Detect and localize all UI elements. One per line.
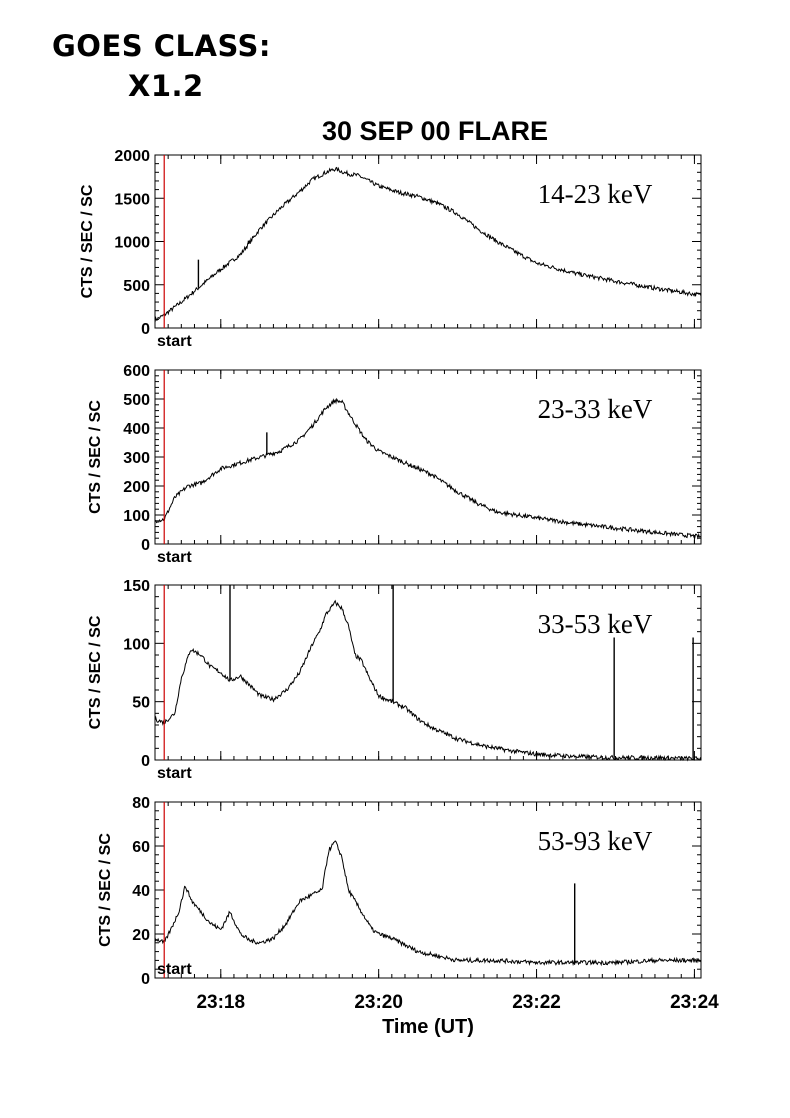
y-tick-label: 50 <box>132 695 150 712</box>
y-tick-label: 500 <box>123 392 150 409</box>
energy-band-label: 14-23 keV <box>538 179 653 209</box>
x-tick-label: 23:24 <box>670 992 719 1013</box>
x-tick-label: 23:20 <box>354 992 403 1013</box>
panel-1: 0 500 1000 1500 2000 CTS / SEC / SC 14-23 keV s… <box>79 148 702 350</box>
y-tick-label: 100 <box>123 508 150 525</box>
x-axis-label: Time (UT) <box>382 1016 474 1038</box>
y-axis-label: CTS / SEC / SC <box>79 184 96 298</box>
y-tick-label: 300 <box>123 450 150 467</box>
y-tick-label: 400 <box>123 421 150 438</box>
panel-3: 0 50 100 150 CTS / SEC / SC 33-53 keV start <box>87 578 702 782</box>
start-marker-label: start <box>157 765 192 782</box>
y-tick-label: 60 <box>132 839 150 856</box>
goes-class-label: GOES CLASS: <box>52 29 272 63</box>
y-tick-label: 0 <box>141 971 150 988</box>
y-tick-label: 0 <box>141 753 150 770</box>
series-line <box>154 397 702 540</box>
y-tick-label: 200 <box>123 479 150 496</box>
y-tick-label: 0 <box>141 537 150 554</box>
y-tick-label: 500 <box>123 278 150 295</box>
goes-class-value: X1.2 <box>128 69 204 103</box>
y-axis-label: CTS / SEC / SC <box>87 615 104 729</box>
y-tick-label: 40 <box>132 883 150 900</box>
x-tick-label: 23:18 <box>196 992 245 1013</box>
y-tick-label: 100 <box>123 636 150 653</box>
series-line <box>154 166 702 323</box>
x-tick-label: 23:22 <box>512 992 561 1013</box>
y-tick-label: 1000 <box>114 235 150 252</box>
y-tick-label: 600 <box>123 363 150 380</box>
energy-band-label: 33-53 keV <box>538 609 653 639</box>
y-tick-label: 80 <box>132 795 150 812</box>
y-axis-label: CTS / SEC / SC <box>97 833 114 947</box>
y-tick-label: 2000 <box>114 148 150 165</box>
y-axis-label: CTS / SEC / SC <box>87 400 104 514</box>
series-line <box>154 840 702 967</box>
y-tick-label: 0 <box>141 321 150 338</box>
energy-band-label: 53-93 keV <box>538 826 653 856</box>
start-marker-label: start <box>157 549 192 566</box>
series-line <box>154 599 702 762</box>
start-marker-label: start <box>157 333 192 350</box>
energy-band-label: 23-33 keV <box>538 394 653 424</box>
chart-title: 30 SEP 00 FLARE <box>322 116 548 146</box>
start-marker-label: start <box>157 961 192 978</box>
panel-frame <box>154 584 702 761</box>
panel-2: 0 100 200 300 400 500 600 CTS / SEC / SC 23-33 k… <box>87 363 702 566</box>
y-tick-label: 150 <box>123 578 150 595</box>
y-tick-label: 1500 <box>114 191 150 208</box>
y-tick-label: 20 <box>132 927 150 944</box>
